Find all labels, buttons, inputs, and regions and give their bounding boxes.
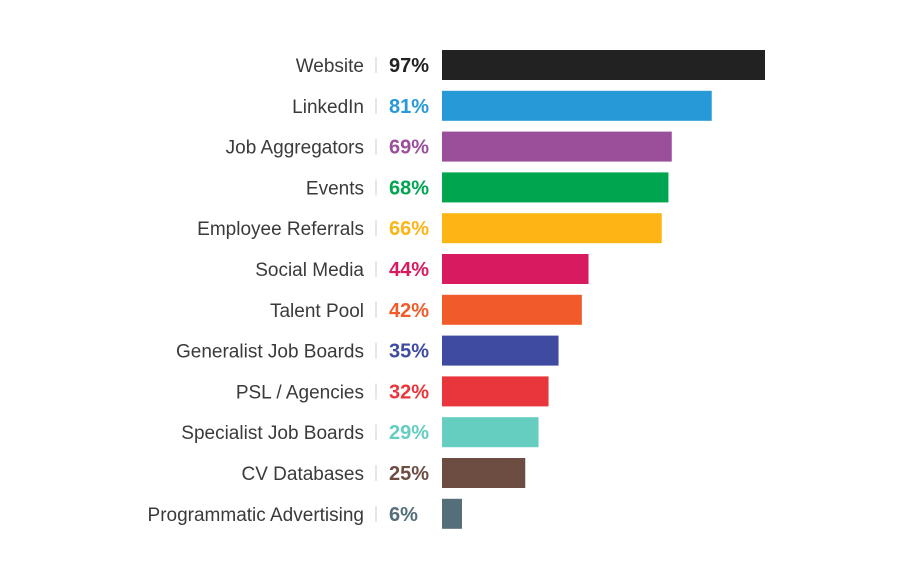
bar [442,498,462,529]
value-label: 29% [389,422,429,444]
chart-rows: Website 97% LinkedIn 81% Job Aggregators 69% E… [148,50,765,529]
bar [442,131,672,162]
category-label: Programmatic Advertising [148,505,364,526]
value-label: 6% [389,504,418,526]
category-label: Website [296,56,364,77]
bar [442,90,712,121]
value-label: 35% [389,341,429,363]
category-label: Events [306,178,364,199]
category-label: PSL / Agencies [236,382,364,403]
bar [442,376,549,407]
bar [442,417,539,448]
bar [442,213,662,244]
category-label: Generalist Job Boards [176,342,364,363]
category-label: CV Databases [241,464,364,485]
bar [442,335,559,366]
value-label: 69% [389,137,429,159]
value-label: 44% [389,259,429,281]
category-label: Job Aggregators [226,138,364,159]
category-label: Social Media [255,260,364,281]
category-label: Talent Pool [270,301,364,322]
category-label: Specialist Job Boards [181,423,364,444]
value-label: 25% [389,463,429,485]
value-label: 68% [389,177,429,199]
bar [442,458,526,488]
value-label: 97% [389,55,429,77]
bar [442,254,589,284]
category-label: LinkedIn [292,97,364,118]
value-label: 66% [389,218,429,240]
value-label: 81% [389,96,429,118]
value-label: 42% [389,300,429,322]
category-label: Employee Referrals [197,219,364,240]
bar [442,50,765,80]
value-label: 32% [389,381,429,403]
bar [442,294,582,325]
bar [442,172,669,203]
